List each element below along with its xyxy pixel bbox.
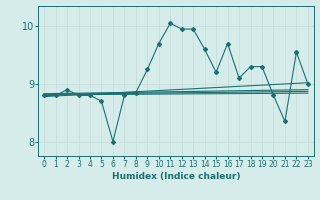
X-axis label: Humidex (Indice chaleur): Humidex (Indice chaleur) [112,172,240,181]
